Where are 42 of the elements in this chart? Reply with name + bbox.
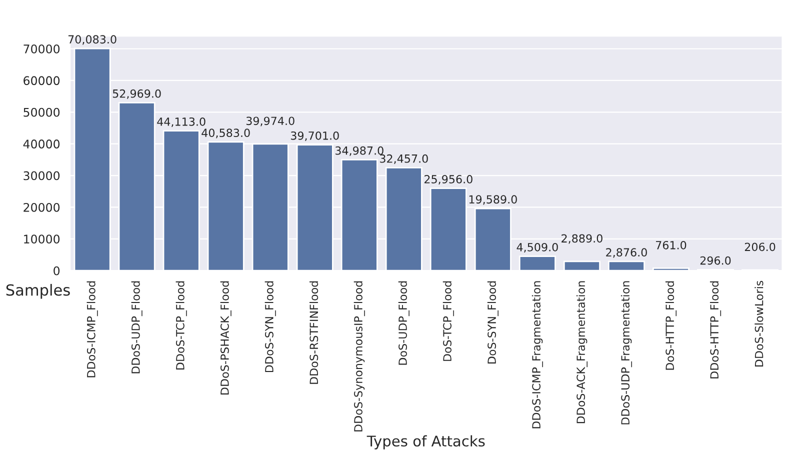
data-label: 34,987.0 bbox=[335, 146, 384, 156]
data-label: 761.0 bbox=[656, 240, 686, 250]
x-tick-label: DDoS-UDP_Flood bbox=[131, 281, 142, 374]
data-label: 44,113.0 bbox=[157, 117, 206, 127]
data-label: 19,589.0 bbox=[469, 195, 517, 205]
x-tick-label: DoS-SYN_Flood bbox=[487, 281, 498, 364]
x-tick-label: DDoS-HTTP_Flood bbox=[710, 281, 722, 378]
y-tick-label: 40000 bbox=[23, 140, 60, 148]
x-tick-label: DDoS-SYN_Flood bbox=[264, 281, 276, 372]
data-label: 296.0 bbox=[700, 256, 731, 265]
x-tick-label: DDoS-ICMP_Fragmentation bbox=[532, 281, 543, 428]
data-label: 52,969.0 bbox=[112, 89, 161, 99]
data-label: 25,956.0 bbox=[424, 175, 472, 185]
x-tick-label: DDoS-PSHACK_Flood bbox=[220, 281, 232, 394]
x-tick-label: DDoS-UDP_Fragmentation bbox=[620, 281, 632, 424]
x-tick-label: DDoS-SlowLoris bbox=[754, 280, 764, 366]
data-label: 32,457.0 bbox=[380, 154, 428, 164]
data-label: 4,509.0 bbox=[516, 242, 558, 253]
data-label: 2,889.0 bbox=[562, 234, 602, 244]
data-label: 70,083.0 bbox=[68, 35, 116, 45]
x-tick-label: DoS-HTTP_Flood bbox=[665, 281, 677, 370]
x-tick-label: DoS-TCP_Flood bbox=[442, 281, 454, 361]
y-tick-label: 0 bbox=[54, 266, 60, 276]
data-label: 2,876.0 bbox=[606, 248, 647, 258]
x-tick-label: DDoS-ACK_Fragmentation bbox=[576, 281, 588, 424]
y-tick-label: 30000 bbox=[24, 171, 60, 180]
data-label: 206.0 bbox=[744, 242, 776, 252]
data-label: 40,583.0 bbox=[202, 128, 250, 138]
x-tick-label: DDoS-ICMP_Flood bbox=[86, 281, 98, 378]
x-tick-label: DoS-UDP_Flood bbox=[398, 281, 410, 365]
y-tick-label: 70000 bbox=[24, 44, 60, 54]
data-label: 39,701.0 bbox=[290, 131, 339, 141]
data-label: 39,974.0 bbox=[246, 116, 294, 126]
y-tick-label: 50000 bbox=[24, 108, 60, 117]
y-tick-label: 60000 bbox=[24, 76, 60, 86]
x-tick-label: DDoS-RSTFINFlood bbox=[309, 281, 318, 384]
y-tick-label: 10000 bbox=[24, 234, 60, 244]
x-axis-title: Types of Attacks bbox=[366, 435, 485, 450]
y-tick-label: 20000 bbox=[24, 202, 60, 212]
x-tick-label: DDoS-SynonymousIP_Flood bbox=[354, 281, 365, 432]
y-axis-title: Samples bbox=[6, 284, 70, 299]
x-tick-label: DDoS-TCP_Flood bbox=[176, 281, 187, 370]
